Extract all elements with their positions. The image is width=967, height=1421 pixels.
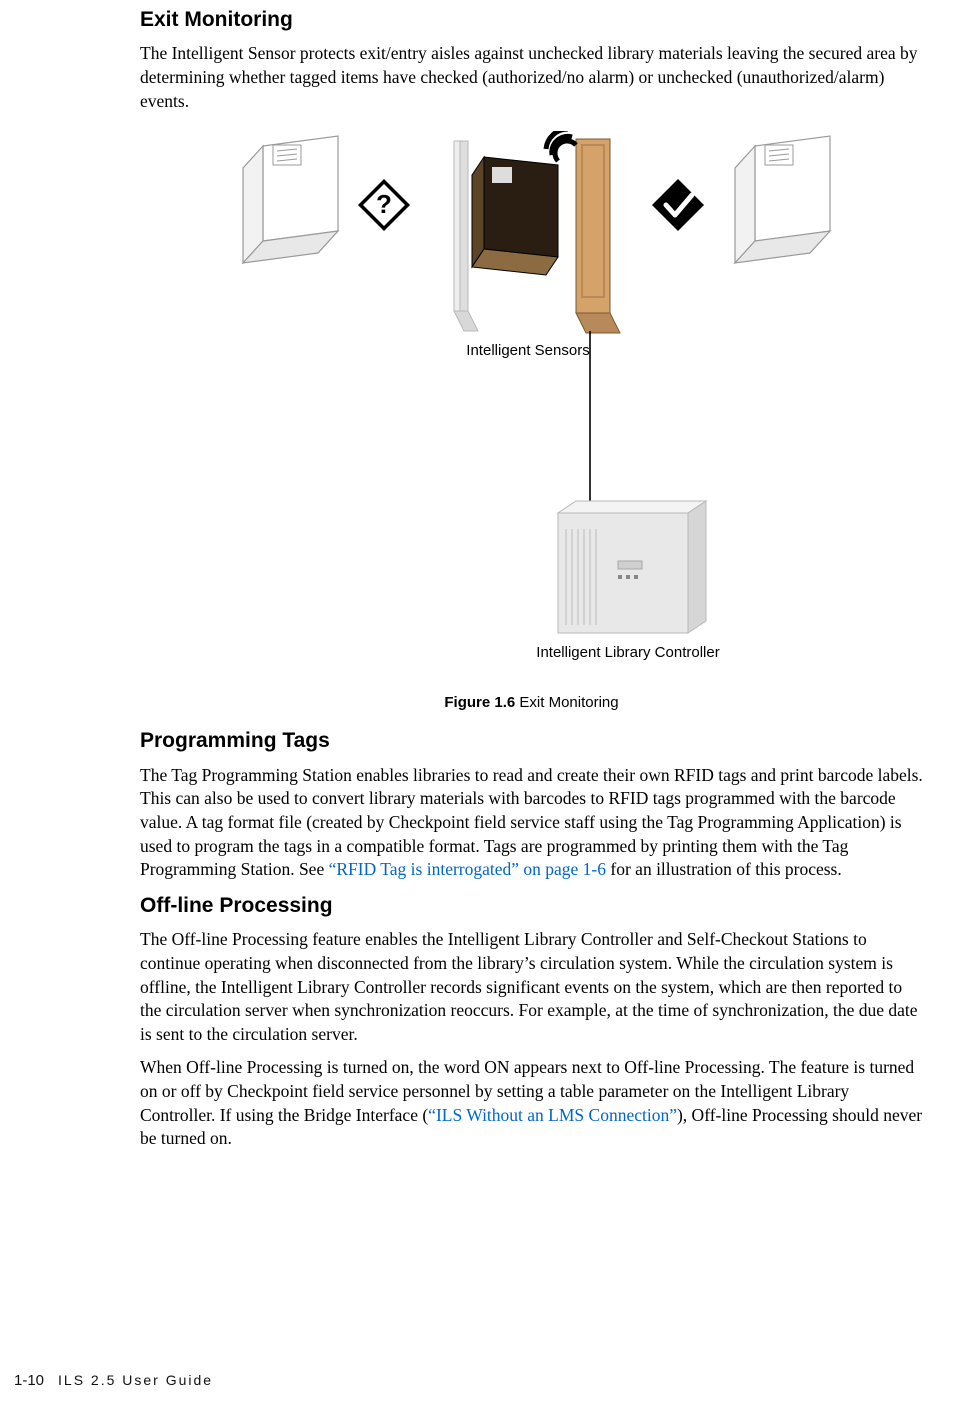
figure-caption-bold: Figure 1.6 <box>444 694 515 711</box>
para-offline-1: The Off-line Processing feature enables … <box>140 928 923 1046</box>
label-sensors: Intelligent Sensors <box>466 342 589 359</box>
label-controller: Intelligent Library Controller <box>536 644 719 661</box>
page-number: 1-10 <box>14 1372 44 1389</box>
book-closed-right-icon <box>735 136 830 263</box>
svg-text:?: ? <box>376 189 392 219</box>
figure-caption-rest: Exit Monitoring <box>515 694 618 711</box>
heading-offline-processing: Off-line Processing <box>140 892 923 920</box>
controller-icon <box>558 501 706 633</box>
figure-exit-monitoring: ? <box>228 131 835 679</box>
link-rfid-tag[interactable]: “RFID Tag is interrogated” on page 1-6 <box>329 859 606 879</box>
para-exit-monitoring: The Intelligent Sensor protects exit/ent… <box>140 42 923 113</box>
para-programming-b: for an illustration of this process. <box>606 859 842 879</box>
heading-exit-monitoring: Exit Monitoring <box>140 6 923 34</box>
check-diamond-icon <box>652 179 704 231</box>
link-ils-without-lms[interactable]: “ILS Without an LMS Connection” <box>428 1105 677 1125</box>
footer-title: ILS 2.5 User Guide <box>58 1372 213 1388</box>
page-footer: 1-10 ILS 2.5 User Guide <box>14 1371 213 1391</box>
security-gate-icon <box>454 131 620 333</box>
figure-caption: Figure 1.6 Exit Monitoring <box>140 693 923 713</box>
para-offline-2: When Off-line Processing is turned on, t… <box>140 1056 923 1151</box>
heading-programming-tags: Programming Tags <box>140 727 923 755</box>
para-programming-tags: The Tag Programming Station enables libr… <box>140 764 923 882</box>
book-closed-left-icon <box>243 136 338 263</box>
question-diamond-icon: ? <box>358 179 410 231</box>
